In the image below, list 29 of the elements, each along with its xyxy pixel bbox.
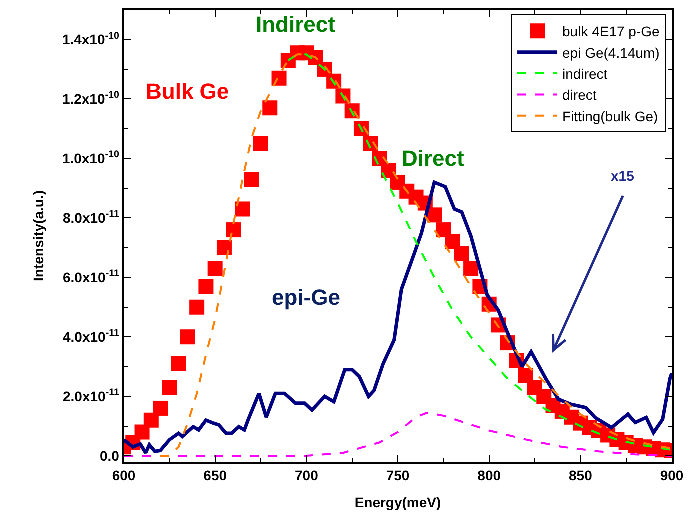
y-tick-label: 4.0x10$^{-11}$ bbox=[62, 328, 120, 346]
x-tick-label: 750 bbox=[386, 468, 410, 484]
y-tick-label: 1.0x10$^{-10}$ bbox=[62, 150, 120, 167]
y-tick-label: 1.2x10$^{-10}$ bbox=[62, 90, 120, 108]
line-series bbox=[124, 412, 672, 458]
y-axis-title: Intensity(a.u.) bbox=[30, 190, 47, 282]
y-tick-label: 1.4x10$^{-10}$ bbox=[62, 30, 120, 48]
x-tick-label: 900 bbox=[660, 468, 684, 484]
annotation: Indirect bbox=[256, 12, 336, 37]
legend-label: indirect bbox=[562, 66, 608, 82]
x-axis-title: Energy(meV) bbox=[354, 494, 442, 510]
x-tick-label: 800 bbox=[478, 468, 502, 484]
line-series bbox=[124, 180, 672, 455]
x-tick-label: 600 bbox=[112, 468, 136, 484]
annotation: epi-Ge bbox=[272, 285, 340, 310]
legend-label: Fitting(bulk Ge) bbox=[562, 108, 658, 124]
annotation: Direct bbox=[402, 146, 466, 171]
annotation: x15 bbox=[611, 168, 635, 184]
y-tick-label: 2.0x10$^{-11}$ bbox=[62, 388, 120, 404]
legend-label: direct bbox=[562, 87, 597, 104]
annotation: Bulk Ge bbox=[146, 79, 230, 104]
x-tick-label: 650 bbox=[204, 468, 228, 484]
y-tick-label: 6.0x10$^{-11}$ bbox=[62, 268, 120, 286]
x-tick-label: 700 bbox=[294, 468, 319, 484]
legend-label: epi Ge(4.14um) bbox=[562, 44, 660, 61]
legend-label: bulk 4E17 p-Ge bbox=[562, 24, 660, 40]
y-tick-label: 8.0x10$^{-11}$ bbox=[62, 209, 120, 226]
x-tick-label: 850 bbox=[568, 468, 593, 484]
y-tick-label: 0.0 bbox=[100, 448, 120, 464]
